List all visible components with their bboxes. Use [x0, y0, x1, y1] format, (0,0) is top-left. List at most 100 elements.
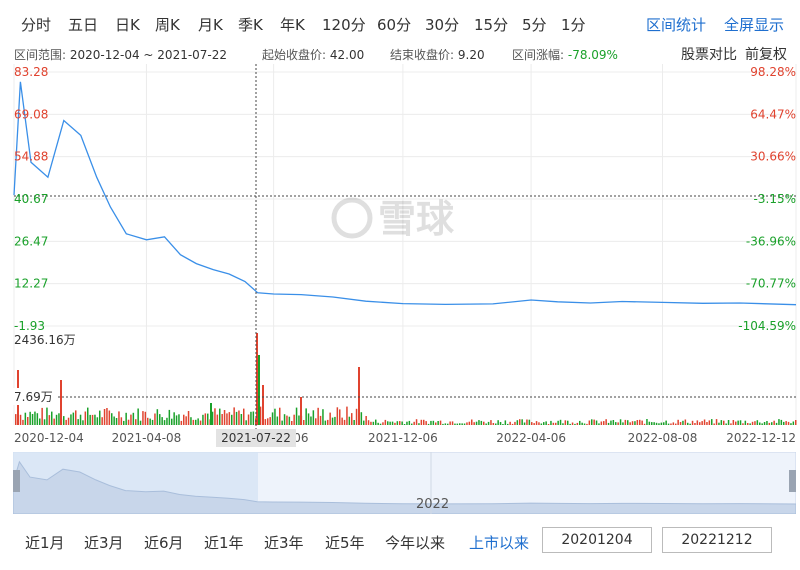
range-1-month-button[interactable]: 近1月	[25, 534, 65, 552]
volume-bar	[403, 424, 406, 425]
range-1-year-button[interactable]: 近1年	[204, 534, 244, 552]
volume-bar	[31, 414, 34, 425]
fullscreen-link[interactable]: 全屏显示	[724, 16, 785, 34]
range-5-year-button[interactable]: 近5年	[325, 534, 365, 552]
volume-bar	[58, 413, 60, 425]
volume-bar	[643, 423, 646, 425]
volume-bar	[240, 414, 243, 425]
volume-bar	[499, 422, 502, 425]
start-date-input[interactable]: 20201204	[542, 527, 652, 553]
percent-tick-label: -104.59%	[738, 319, 796, 333]
period-yearly-k[interactable]: 年K	[280, 16, 305, 34]
volume-bar	[375, 419, 377, 425]
volume-bar	[519, 419, 521, 425]
volume-bar	[713, 423, 715, 425]
period-30min[interactable]: 30分	[425, 16, 460, 34]
volume-bar	[142, 411, 144, 425]
volume-bar	[555, 422, 557, 425]
volume-bar	[63, 416, 65, 425]
volume-bar	[603, 421, 605, 425]
volume-bar	[547, 424, 550, 425]
volume-bar	[622, 422, 624, 425]
chart-grid	[13, 64, 797, 425]
volume-bar	[617, 422, 619, 425]
volume-bar	[651, 422, 653, 425]
volume-bar	[785, 421, 787, 425]
price-tick-label: 26.47	[14, 234, 48, 248]
volume-bar	[663, 422, 665, 425]
volume-bar	[538, 422, 540, 425]
navigator-right-handle[interactable]	[789, 470, 796, 492]
watermark-text: 雪球	[378, 197, 455, 241]
period-intraday[interactable]: 分时	[21, 16, 52, 34]
volume-bar	[144, 411, 147, 425]
range-6-month-button[interactable]: 近6月	[144, 534, 184, 552]
volume-bar	[274, 408, 276, 425]
range-3-year-button[interactable]: 近3年	[264, 534, 304, 552]
volume-bar	[751, 421, 754, 425]
volume-bar	[190, 417, 192, 425]
volume-bar	[108, 410, 111, 425]
volume-bar	[739, 420, 742, 425]
volume-bar	[552, 422, 555, 425]
kline-chart[interactable]: 雪球 83.28 69.08 54.88 40.67 26.47 12.27 -1.93 9…	[0, 62, 800, 450]
volume-bar	[528, 419, 531, 425]
close-price-info: 结束收盘价: 9.20	[390, 46, 485, 63]
volume-bar	[435, 422, 437, 425]
volume-spike	[262, 385, 264, 425]
percent-tick-label: -3.15%	[754, 192, 796, 206]
volume-bar	[115, 418, 118, 425]
open-price-info: 起始收盘价: 42.00	[262, 46, 364, 63]
volume-bar	[665, 420, 667, 425]
period-5min[interactable]: 5分	[522, 16, 547, 34]
volume-bar	[19, 414, 22, 425]
volume-bar	[699, 422, 701, 425]
period-five-day[interactable]: 五日	[68, 16, 99, 34]
volume-bar	[540, 423, 543, 425]
end-date-input[interactable]: 20221212	[662, 527, 772, 553]
volume-bar	[768, 422, 771, 425]
period-quarterly-k[interactable]: 季K	[238, 16, 263, 34]
volume-bar	[413, 421, 415, 425]
volume-bar	[113, 416, 115, 425]
volume-bar	[670, 423, 672, 425]
volume-bar	[454, 423, 456, 425]
range-3-month-button[interactable]: 近3月	[84, 534, 124, 552]
period-daily-k[interactable]: 日K	[115, 16, 140, 34]
close-price-label: 结束收盘价:	[390, 48, 455, 62]
volume-bar	[132, 412, 135, 425]
xueqiu-watermark: 雪球	[331, 197, 455, 241]
crosshair-date-bg	[216, 429, 296, 447]
adjust-mode-button[interactable]: 前复权	[745, 47, 787, 63]
range-ytd-button[interactable]: 今年以来	[385, 534, 446, 552]
volume-bar	[387, 421, 389, 425]
range-since-listing-button[interactable]: 上市以来	[469, 534, 530, 552]
navigator-left-handle[interactable]	[13, 470, 20, 492]
period-120min[interactable]: 120分	[322, 16, 366, 34]
volume-bar	[365, 416, 367, 425]
volume-bar	[15, 414, 17, 425]
volume-bar	[526, 419, 528, 425]
volume-bar	[159, 414, 161, 425]
interval-stats-link[interactable]: 区间统计	[646, 16, 707, 34]
range-navigator[interactable]: 2022	[13, 452, 796, 514]
volume-bar	[562, 423, 564, 425]
volume-bar	[689, 423, 691, 425]
volume-bar	[53, 418, 55, 425]
period-15min[interactable]: 15分	[474, 16, 509, 34]
open-price-value: 42.00	[329, 48, 365, 62]
period-60min[interactable]: 60分	[377, 16, 412, 34]
volume-bar	[307, 413, 310, 425]
period-weekly-k[interactable]: 周K	[155, 16, 180, 34]
period-1min[interactable]: 1分	[561, 16, 586, 34]
volume-bar	[574, 423, 576, 425]
volume-bar	[199, 420, 202, 425]
volume-bar	[127, 419, 130, 425]
stock-compare-button[interactable]: 股票对比	[681, 47, 737, 63]
volume-bar	[571, 422, 574, 425]
volume-bar	[355, 408, 358, 425]
volume-spike	[256, 333, 258, 425]
volume-bar	[557, 420, 559, 425]
price-tick-label: 12.27	[14, 277, 48, 291]
period-monthly-k[interactable]: 月K	[198, 16, 223, 34]
